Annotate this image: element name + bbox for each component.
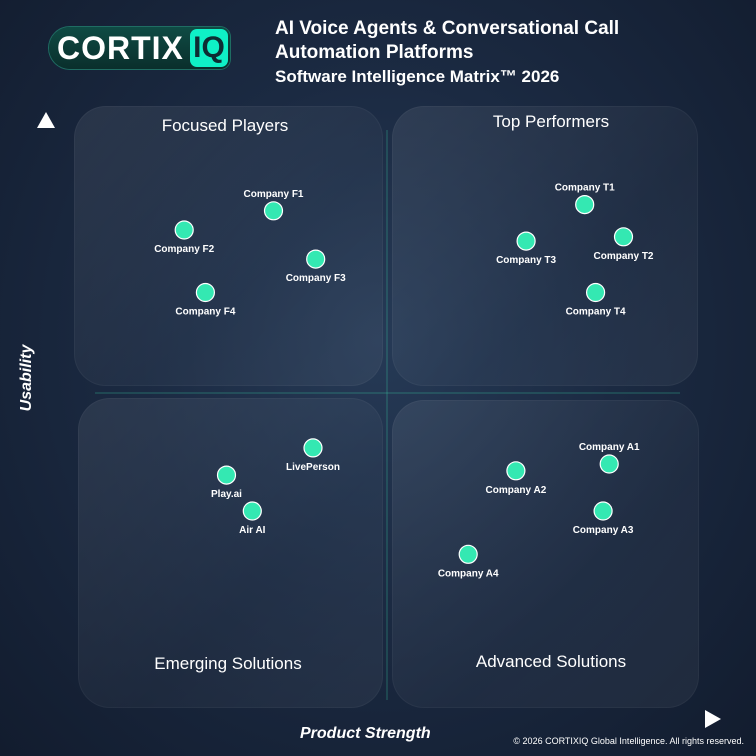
title-line-2: Automation Platforms [275, 42, 474, 63]
data-point-company-f3 [306, 249, 326, 269]
data-point-company-t1 [575, 195, 595, 215]
quadrant-advanced-solutions [392, 400, 699, 708]
data-label-company-f4: Company F4 [175, 307, 235, 318]
data-point-company-f2 [174, 220, 194, 240]
chart-title: AI Voice Agents & Conversational Call Au… [275, 17, 735, 89]
quadrant-label-focused-players: Focused Players [161, 116, 289, 135]
data-label-play-ai: Play.ai [211, 489, 242, 500]
cortixiq-logo: CORTIX IQ [49, 27, 230, 69]
quadrant-label-advanced-solutions: Advanced Solutions [475, 652, 627, 671]
logo-badge: IQ [190, 29, 228, 67]
x-axis-arrowhead [705, 710, 721, 728]
y-axis-arrowhead [37, 112, 55, 128]
quadrant-top-performers [392, 106, 698, 386]
data-label-company-a2: Company A2 [486, 485, 547, 496]
data-label-company-t1: Company T1 [555, 183, 615, 194]
data-label-company-t2: Company T2 [593, 251, 653, 262]
data-label-company-a4: Company A4 [438, 568, 499, 579]
data-point-company-a2 [506, 461, 526, 481]
data-label-company-a3: Company A3 [573, 525, 634, 536]
title-line-1: AI Voice Agents & Conversational Call [275, 18, 620, 39]
quadrant-emerging-solutions [78, 398, 383, 708]
copyright-notice: © 2026 CORTIXIQ Global Intelligence. All… [513, 736, 744, 746]
chart-subtitle: Software Intelligence Matrix™ 2026 [275, 67, 560, 86]
data-label-company-f2: Company F2 [154, 244, 214, 255]
quadrant-label-emerging-solutions: Emerging Solutions [154, 654, 302, 673]
data-label-company-t3: Company T3 [496, 255, 556, 266]
logo-wordmark: CORTIX [57, 30, 184, 66]
data-point-air-ai [242, 501, 262, 521]
quadrant-label-top-performers: Top Performers [492, 112, 610, 131]
data-point-play-ai [216, 465, 237, 485]
data-point-company-t2 [613, 227, 634, 247]
data-label-company-t4: Company T4 [566, 307, 626, 318]
quadrant-focused-players [74, 106, 383, 386]
data-label-company-f3: Company F3 [286, 273, 346, 284]
y-axis-label: Usability [18, 344, 35, 412]
data-label-air-ai: Air AI [239, 525, 266, 536]
data-point-company-f4 [195, 282, 215, 303]
data-label-company-a1: Company A1 [579, 442, 640, 453]
data-point-company-f1 [263, 201, 284, 221]
data-point-company-t4 [585, 282, 606, 303]
data-point-company-t3 [516, 231, 536, 251]
x-axis-label: Product Strength [300, 725, 431, 742]
data-point-company-a1 [599, 454, 619, 474]
data-label-company-f1: Company F1 [243, 189, 303, 200]
data-point-company-a4 [458, 544, 478, 564]
data-point-company-a3 [593, 501, 613, 521]
data-label-liveperson: LivePerson [286, 462, 340, 473]
data-points-layer: Company F1 Company F2 Company F3 Company F4… [154, 183, 654, 580]
data-point-liveperson [303, 438, 323, 458]
